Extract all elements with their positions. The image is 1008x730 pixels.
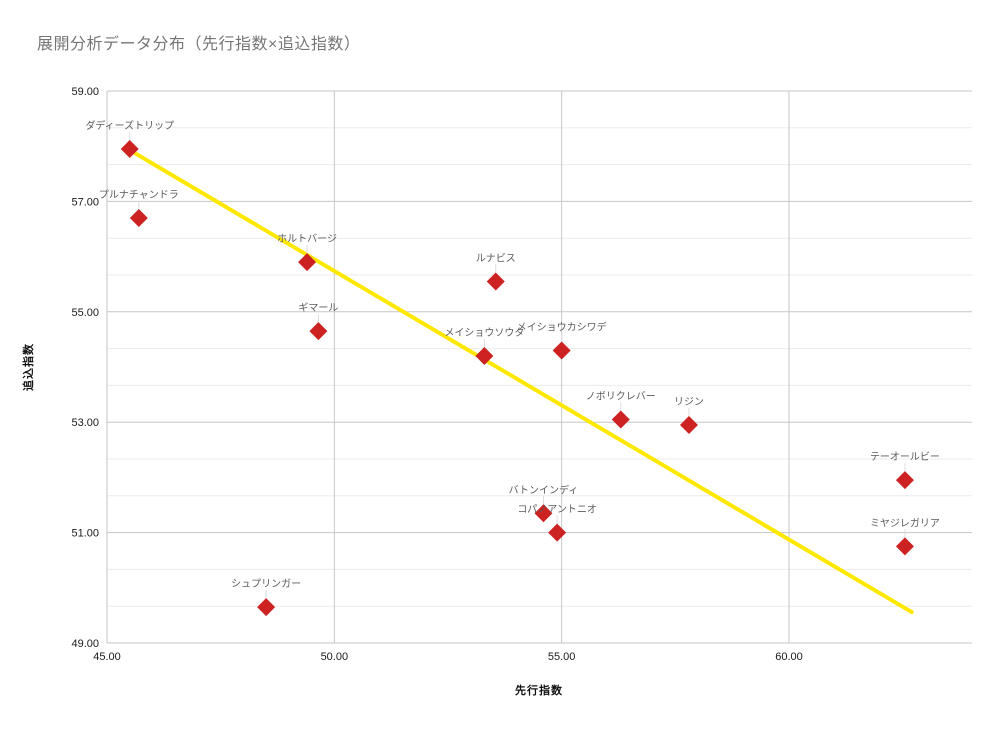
data-point-marker[interactable]	[895, 537, 914, 556]
data-point-marker[interactable]	[257, 598, 276, 617]
data-point-marker[interactable]	[309, 322, 328, 341]
data-point-label: プルナチャンドラ	[99, 189, 179, 201]
data-point-label: ギマール	[298, 302, 338, 314]
data-point-label: コパノアントニオ	[517, 504, 597, 516]
x-axis-title: 先行指数	[515, 685, 563, 697]
data-point-marker[interactable]	[298, 253, 317, 272]
data-point-marker[interactable]	[552, 341, 571, 360]
data-point-label: メイショウカシワデ	[517, 320, 607, 333]
data-point-label: バトンインディ	[509, 483, 579, 496]
data-point-marker[interactable]	[120, 139, 139, 158]
data-point-label: ミヤジレガリア	[870, 517, 940, 529]
data-point-label: ホルトバージ	[277, 233, 337, 245]
y-tick-label: 53.00	[71, 417, 99, 429]
x-tick-label: 60.00	[775, 651, 803, 663]
data-point-label: メイショウソウタ	[444, 327, 524, 339]
y-tick-label: 51.00	[71, 528, 99, 540]
data-point-marker[interactable]	[534, 504, 553, 523]
y-tick-label: 55.00	[71, 307, 99, 319]
data-point-marker[interactable]	[475, 346, 494, 365]
data-point-label: テーオールビー	[870, 451, 940, 463]
x-tick-label: 55.00	[548, 651, 576, 663]
data-point-label: ダディーズトリップ	[85, 119, 174, 132]
data-point-marker[interactable]	[486, 272, 505, 291]
y-tick-label: 57.00	[71, 196, 99, 208]
trend-line	[132, 150, 914, 615]
data-point-marker[interactable]	[895, 471, 914, 490]
data-point-label: シュプリンガー	[231, 578, 301, 590]
x-tick-label: 50.00	[321, 651, 349, 663]
data-point-marker[interactable]	[611, 410, 630, 429]
data-point-label: ノボリクレバー	[586, 390, 656, 402]
data-point-marker[interactable]	[129, 208, 148, 227]
y-tick-label: 59.00	[71, 86, 99, 98]
y-tick-label: 49.00	[71, 638, 99, 650]
data-point-label: リジン	[674, 397, 704, 408]
chart-title: 展開分析データ分布（先行指数×追込指数）	[37, 36, 361, 53]
x-tick-label: 45.00	[93, 651, 121, 663]
data-point-marker[interactable]	[679, 415, 698, 434]
data-point-label: ルナビス	[476, 252, 516, 264]
data-point-marker[interactable]	[548, 523, 567, 542]
